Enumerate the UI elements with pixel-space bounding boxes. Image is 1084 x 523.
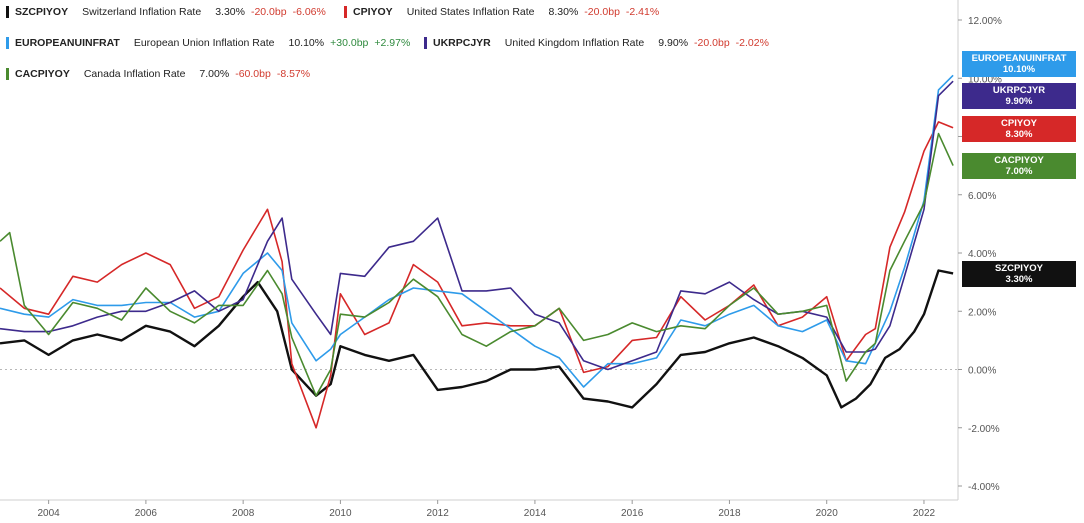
legend-value: 9.90% — [658, 37, 689, 49]
x-tick-label: 2010 — [329, 508, 352, 519]
legend-series-name: United States Inflation Rate — [406, 6, 535, 18]
lines-layer — [0, 74, 954, 429]
end-label-europeanuinfrat: EUROPEANUINFRAT 10.10% — [962, 51, 1076, 77]
legend-bp-change: -20.0bp — [694, 37, 730, 49]
legend-bp-change: +30.0bp — [330, 37, 369, 49]
legend-ticker: EUROPEANUINFRAT — [15, 37, 120, 49]
end-label-cpiyoy: CPIYOY 8.30% — [962, 116, 1076, 142]
end-label-value: 7.00% — [1005, 166, 1033, 177]
legend-value: 10.10% — [288, 37, 325, 49]
x-tick-label: 2014 — [524, 508, 547, 519]
y-tick-label: 6.00% — [968, 191, 996, 202]
series-line-cacpiyoy — [0, 132, 954, 397]
legend-item-cpiyoy[interactable]: CPIYOY United States Inflation Rate 8.30% -… — [344, 6, 659, 18]
legend-pct-change: -2.02% — [735, 37, 769, 49]
legend-swatch — [6, 6, 9, 18]
legend-ticker: UKRPCJYR — [433, 37, 491, 49]
legend-ticker: SZCPIYOY — [15, 6, 69, 18]
legend-swatch — [344, 6, 347, 18]
end-label-szcpiyoy: SZCPIYOY 3.30% — [962, 261, 1076, 287]
end-label-value: 10.10% — [1002, 64, 1036, 75]
end-label-ticker: CACPIYOY — [994, 155, 1044, 166]
y-tick-label: -4.00% — [968, 482, 1000, 493]
x-tick-label: 2018 — [718, 508, 741, 519]
legend-pct-change: -2.41% — [625, 6, 660, 18]
x-tick-label: 2004 — [38, 508, 61, 519]
series-line-cpiyoy — [0, 121, 954, 429]
y-tick-label: -2.00% — [968, 424, 1000, 435]
x-tick-label: 2020 — [816, 508, 839, 519]
y-tick-label: 10.00% — [968, 74, 1002, 85]
legend-item-ukrpcjyr[interactable]: UKRPCJYR United Kingdom Inflation Rate 9.9… — [424, 37, 769, 49]
legend-item-szcpiyoy[interactable]: SZCPIYOY Switzerland Inflation Rate 3.30% -… — [6, 6, 326, 18]
x-axis: 2004 2006 2008 2010 2012 2014 2016 2018 2020 2022 — [38, 500, 936, 519]
legend-value: 8.30% — [548, 6, 579, 18]
legend-value: 3.30% — [215, 6, 245, 18]
series-line-europeanuinfrat — [0, 74, 954, 388]
end-label-ticker: SZCPIYOY — [994, 263, 1044, 274]
end-label-ticker: EUROPEANUINFRAT — [971, 53, 1067, 64]
legend-bp-change: -20.0bp — [250, 6, 287, 18]
end-label-ticker: CPIYOY — [1001, 118, 1037, 129]
legend-series-name: Canada Inflation Rate — [83, 68, 186, 80]
legend-value: 7.00% — [199, 68, 230, 80]
end-label-value: 8.30% — [1005, 129, 1033, 140]
end-label-cacpiyoy: CACPIYOY 7.00% — [962, 153, 1076, 179]
legend-ticker: CPIYOY — [353, 6, 393, 18]
legend-bp-change: -20.0bp — [584, 6, 620, 18]
legend-series-name: United Kingdom Inflation Rate — [504, 37, 645, 49]
legend-series-name: European Union Inflation Rate — [133, 37, 275, 49]
series-line-ukrpcjyr — [0, 80, 954, 371]
y-tick-label: 0.00% — [968, 366, 996, 377]
legend-item-europeanuinfrat[interactable]: EUROPEANUINFRAT European Union Inflation … — [6, 37, 410, 49]
legend-item-cacpiyoy[interactable]: CACPIYOY Canada Inflation Rate 7.00% -60.0b… — [6, 68, 310, 80]
legend-pct-change: -6.06% — [292, 6, 326, 18]
x-tick-label: 2012 — [427, 508, 450, 519]
legend-series-name: Switzerland Inflation Rate — [82, 6, 202, 18]
end-label-value: 3.30% — [1005, 274, 1033, 285]
x-tick-label: 2022 — [913, 508, 936, 519]
x-tick-label: 2008 — [232, 508, 255, 519]
legend-pct-change: -8.57% — [276, 68, 311, 80]
legend-pct-change: +2.97% — [374, 37, 411, 49]
legend-ticker: CACPIYOY — [15, 68, 70, 80]
end-label-value: 9.90% — [1005, 96, 1033, 107]
y-tick-label: 2.00% — [968, 307, 996, 318]
y-tick-label: 4.00% — [968, 249, 996, 260]
x-tick-label: 2006 — [135, 508, 158, 519]
legend-swatch — [6, 37, 9, 49]
legend-bp-change: -60.0bp — [235, 68, 271, 80]
end-label-ticker: UKRPCJYR — [992, 85, 1046, 96]
legend-swatch — [6, 68, 9, 80]
series-line-szcpiyoy — [0, 269, 954, 409]
x-tick-label: 2016 — [621, 508, 644, 519]
legend-swatch — [424, 37, 427, 49]
y-tick-label: 12.00% — [968, 16, 1002, 27]
grid-layer — [0, 0, 959, 501]
end-label-ukrpcjyr: UKRPCJYR 9.90% — [962, 83, 1076, 109]
